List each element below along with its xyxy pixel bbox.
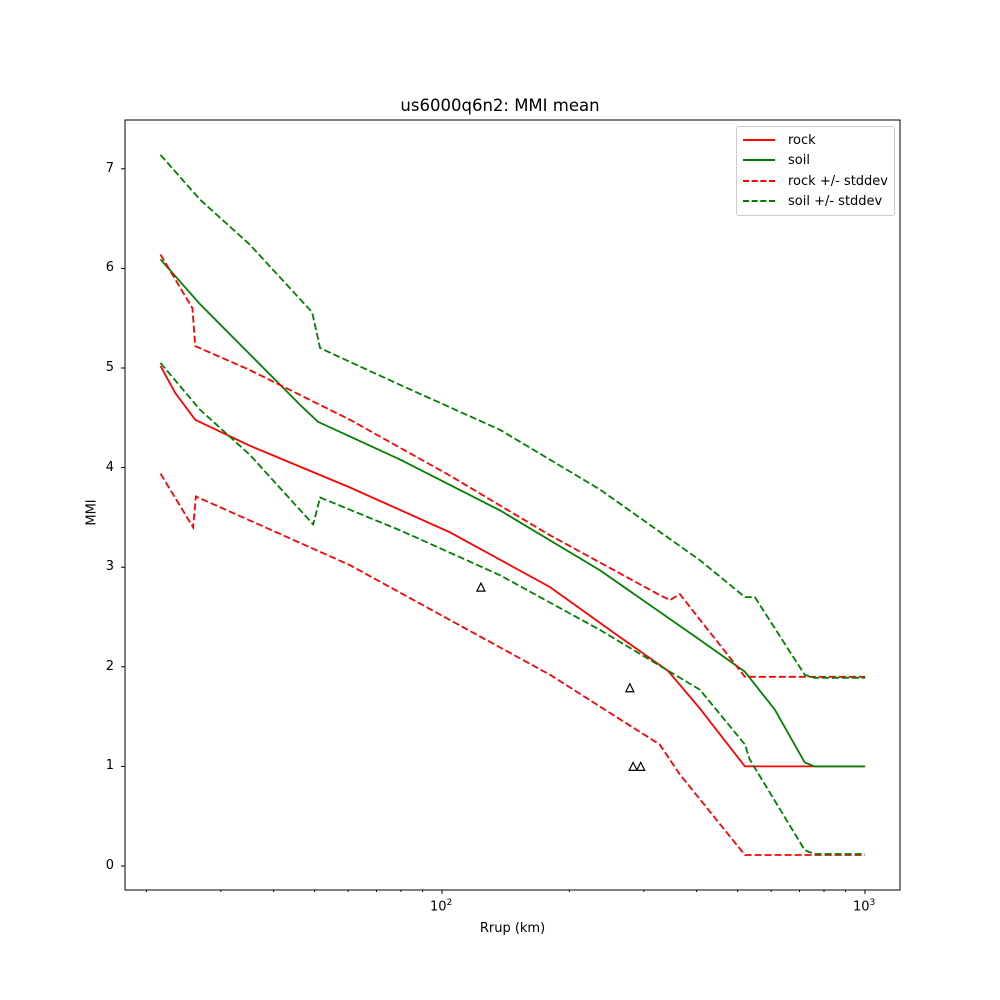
series-soil — [159, 258, 865, 768]
y-tick-label: 3 — [105, 559, 114, 575]
legend-label: soil — [788, 152, 810, 168]
y-axis-label: MMI — [84, 499, 100, 526]
y-tick-label: 2 — [105, 658, 114, 674]
y-axis-ticks — [121, 168, 125, 867]
series-layer — [159, 154, 865, 856]
plot-area-frame — [124, 119, 901, 891]
legend-swatch-rock-stddev — [743, 180, 775, 182]
y-tick-label: 0 — [105, 858, 114, 873]
legend-item-rock-stddev: rock +/- stddev — [737, 171, 888, 191]
legend-label: rock — [788, 132, 816, 148]
observation-markers — [475, 581, 646, 772]
legend: rock soil rock +/- stddev soil +/- stdde… — [736, 126, 895, 216]
legend-item-rock: rock — [737, 130, 816, 150]
legend-item-soil-stddev: soil +/- stddev — [737, 191, 882, 211]
y-tick-label: 4 — [105, 459, 114, 475]
series-rock-stddev — [159, 473, 865, 856]
y-tick-label: 5 — [105, 360, 114, 375]
series-rock-stddev — [159, 254, 865, 678]
x-tick-label: 102 — [430, 898, 453, 915]
legend-swatch-soil-stddev — [743, 200, 775, 202]
x-axis-ticks — [145, 890, 866, 894]
legend-label: soil +/- stddev — [788, 193, 883, 209]
x-axis-label: Rrup (km) — [479, 921, 546, 936]
y-tick-label: 6 — [105, 260, 114, 276]
observation-triangle-icon — [628, 761, 639, 772]
legend-item-soil: soil — [737, 150, 810, 170]
observation-triangle-icon — [624, 682, 635, 693]
legend-label: rock +/- stddev — [788, 173, 888, 189]
chart-title: us6000q6n2: MMI mean — [400, 96, 600, 115]
observation-triangle-icon — [475, 581, 486, 592]
observation-triangle-icon — [635, 761, 646, 772]
legend-swatch-rock — [743, 139, 775, 141]
series-soil-stddev — [159, 362, 865, 855]
x-tick-label: 103 — [853, 898, 876, 915]
y-tick-label: 1 — [105, 758, 114, 774]
series-soil-stddev — [159, 154, 865, 679]
series-rock — [159, 365, 865, 768]
y-tick-label: 7 — [105, 160, 114, 176]
legend-swatch-soil — [743, 159, 775, 161]
